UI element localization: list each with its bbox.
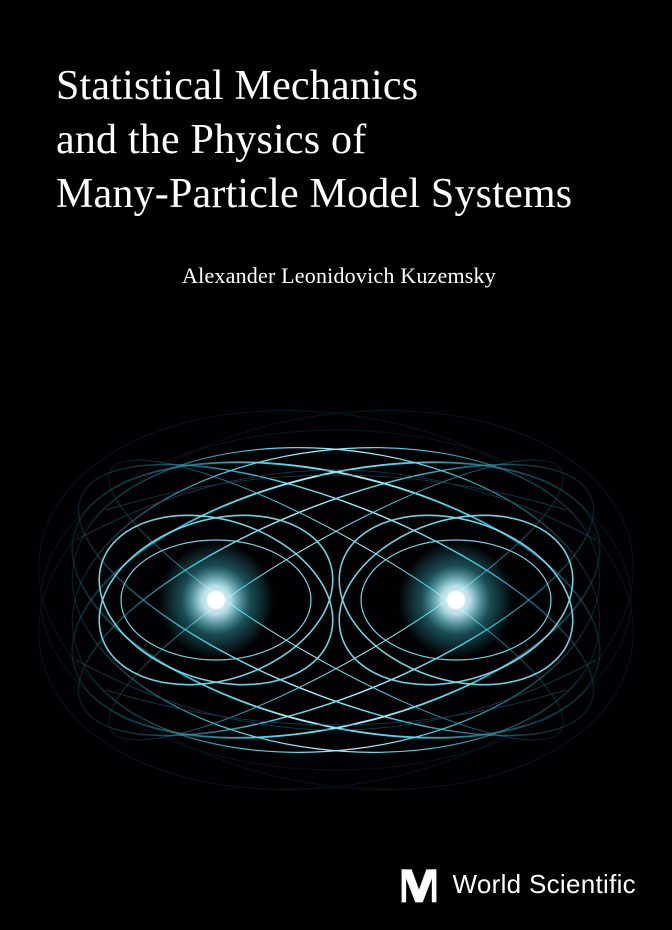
title-line-2: and the Physics of — [56, 117, 366, 163]
title-line-3: Many-Particle Model Systems — [56, 171, 572, 217]
title-block: Statistical Mechanics and the Physics of… — [0, 0, 672, 289]
world-scientific-logo-icon — [397, 862, 441, 906]
book-title: Statistical Mechanics and the Physics of… — [56, 60, 622, 221]
cover-graphic — [0, 370, 672, 830]
book-cover: Statistical Mechanics and the Physics of… — [0, 0, 672, 930]
publisher-bar: World Scientific — [397, 862, 637, 906]
publisher-name: World Scientific — [453, 869, 637, 900]
author-name: Alexander Leonidovich Kuzemsky — [56, 263, 622, 289]
title-line-1: Statistical Mechanics — [56, 63, 418, 109]
